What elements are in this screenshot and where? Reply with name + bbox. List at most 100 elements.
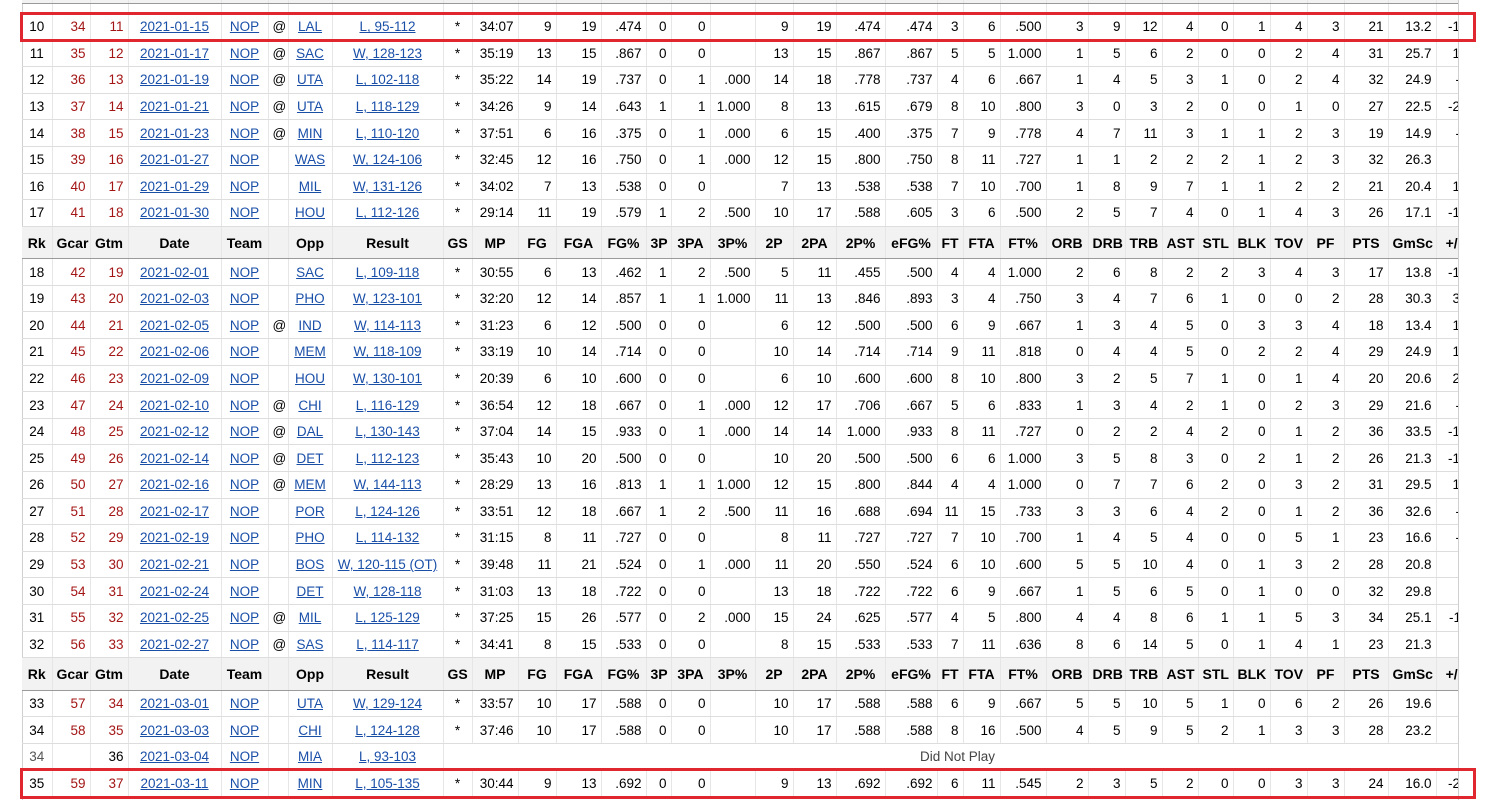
team-link[interactable]: NOP <box>229 291 260 307</box>
column-header[interactable]: GmSc <box>1388 225 1437 260</box>
date-link[interactable]: 2021-02-24 <box>139 583 210 599</box>
result-link[interactable]: W, 123-101 <box>352 291 423 307</box>
date-link[interactable]: 2021-02-06 <box>139 344 210 360</box>
column-header[interactable]: MP <box>472 657 519 691</box>
opp-link[interactable]: WAS <box>294 152 326 168</box>
column-header[interactable]: Gtm <box>90 657 129 691</box>
result-link[interactable]: L, 118-129 <box>355 99 420 115</box>
opp-link[interactable]: DAL <box>296 424 324 440</box>
result-link[interactable]: L, 116-129 <box>355 397 420 413</box>
date-link[interactable]: 2021-03-04 <box>139 749 210 765</box>
date-link[interactable]: 2021-01-21 <box>139 99 210 115</box>
column-header[interactable]: GS <box>443 225 473 260</box>
date-link[interactable]: 2021-01-23 <box>139 125 210 141</box>
result-link[interactable]: W, 129-124 <box>352 695 423 711</box>
column-header[interactable]: PF <box>1307 657 1345 691</box>
column-header[interactable]: TRB <box>1125 225 1163 260</box>
column-header[interactable]: TRB <box>1125 657 1163 691</box>
result-link[interactable]: L, 130-143 <box>355 424 420 440</box>
date-link[interactable]: 2021-02-16 <box>139 477 210 493</box>
column-header[interactable]: 2PA <box>793 225 837 260</box>
result-link[interactable]: L, 105-135 <box>355 775 420 791</box>
opp-link[interactable]: HOU <box>295 205 325 221</box>
team-link[interactable]: NOP <box>229 477 260 493</box>
date-link[interactable]: 2021-02-27 <box>139 636 210 652</box>
column-header[interactable]: DRB <box>1088 657 1126 691</box>
column-header[interactable]: Result <box>332 657 444 691</box>
column-header[interactable]: FG <box>518 657 557 691</box>
column-header[interactable]: ORB <box>1046 657 1089 691</box>
column-header[interactable]: Opp <box>288 657 333 691</box>
date-link[interactable]: 2021-02-05 <box>139 317 210 333</box>
date-link[interactable]: 2021-01-30 <box>139 205 210 221</box>
date-link[interactable]: 2021-03-01 <box>139 695 210 711</box>
column-header[interactable]: 2P <box>755 225 794 260</box>
opp-link[interactable]: PHO <box>295 291 325 307</box>
column-header[interactable]: 2P% <box>836 657 886 691</box>
column-header[interactable]: 3P <box>646 225 672 260</box>
column-header[interactable]: 3PA <box>671 657 711 691</box>
date-link[interactable]: 2021-01-17 <box>139 45 210 61</box>
team-link[interactable]: NOP <box>229 583 260 599</box>
result-link[interactable]: W, 118-109 <box>353 344 422 360</box>
opp-link[interactable]: MIL <box>298 610 322 626</box>
column-header[interactable]: STL <box>1198 657 1234 691</box>
column-header[interactable]: Team <box>221 225 269 260</box>
result-link[interactable]: W, 130-101 <box>352 370 423 386</box>
opp-link[interactable]: MIL <box>298 178 322 194</box>
column-header[interactable]: Opp <box>288 225 333 260</box>
team-link[interactable]: NOP <box>229 99 260 115</box>
opp-link[interactable]: SAS <box>296 636 324 652</box>
team-link[interactable]: NOP <box>229 370 260 386</box>
column-header[interactable]: PTS <box>1344 225 1389 260</box>
column-header[interactable]: FT% <box>1000 225 1047 260</box>
opp-link[interactable]: MEM <box>294 344 326 360</box>
result-link[interactable]: L, 114-117 <box>356 636 419 652</box>
column-header[interactable]: MP <box>472 225 519 260</box>
result-link[interactable]: L, 125-129 <box>355 610 420 626</box>
result-link[interactable]: L, 114-132 <box>355 530 420 546</box>
opp-link[interactable]: CHI <box>298 722 322 738</box>
column-header[interactable]: 2PA <box>793 657 837 691</box>
date-link[interactable]: 2021-02-21 <box>139 557 210 573</box>
column-header[interactable]: TOV <box>1270 657 1308 691</box>
column-header[interactable]: 3P% <box>710 657 756 691</box>
team-link[interactable]: NOP <box>229 19 260 35</box>
result-link[interactable]: W, 120-115 (OT) <box>337 557 438 573</box>
team-link[interactable]: NOP <box>229 317 260 333</box>
result-link[interactable]: L, 109-118 <box>355 264 420 280</box>
result-link[interactable]: W, 128-118 <box>353 583 422 599</box>
column-header[interactable]: AST <box>1162 657 1199 691</box>
opp-link[interactable]: BOS <box>295 557 325 573</box>
result-link[interactable]: L, 124-128 <box>355 722 420 738</box>
date-link[interactable]: 2021-02-19 <box>139 530 210 546</box>
column-header[interactable]: 3P <box>646 657 672 691</box>
team-link[interactable]: NOP <box>229 610 260 626</box>
team-link[interactable]: NOP <box>229 344 260 360</box>
opp-link[interactable]: DET <box>296 583 324 599</box>
date-link[interactable]: 2021-02-09 <box>139 370 210 386</box>
team-link[interactable]: NOP <box>229 749 260 765</box>
column-header[interactable]: DRB <box>1088 225 1126 260</box>
opp-link[interactable]: UTA <box>297 72 323 88</box>
result-link[interactable]: W, 114-113 <box>353 317 422 333</box>
result-link[interactable]: L, 102-118 <box>355 72 420 88</box>
result-link[interactable]: W, 124-106 <box>352 152 423 168</box>
result-link[interactable]: L, 124-126 <box>355 503 420 519</box>
column-header[interactable]: 2P% <box>836 225 886 260</box>
column-header[interactable]: GS <box>443 657 473 691</box>
opp-link[interactable]: CHI <box>298 397 322 413</box>
result-link[interactable]: L, 112-126 <box>355 205 420 221</box>
team-link[interactable]: NOP <box>229 722 260 738</box>
date-link[interactable]: 2021-01-19 <box>139 72 210 88</box>
column-header[interactable]: FT% <box>1000 657 1047 691</box>
column-header[interactable]: Gtm <box>90 225 129 260</box>
result-link[interactable]: W, 131-126 <box>352 178 423 194</box>
opp-link[interactable]: POR <box>295 503 325 519</box>
column-header[interactable]: Date <box>128 225 222 260</box>
column-header[interactable]: FT <box>937 225 964 260</box>
opp-link[interactable]: PHO <box>295 530 325 546</box>
date-link[interactable]: 2021-02-10 <box>139 397 210 413</box>
opp-link[interactable]: LAL <box>297 19 323 35</box>
column-header[interactable]: PF <box>1307 225 1345 260</box>
